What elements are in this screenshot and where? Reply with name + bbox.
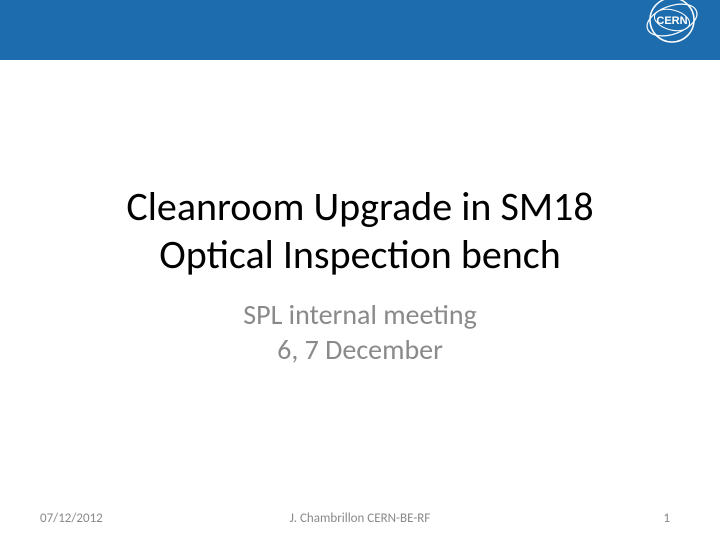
- logo-text: CERN: [656, 15, 687, 27]
- footer-author: J. Chambrillon CERN-BE-RF: [290, 511, 431, 526]
- footer-page-number: 1: [663, 511, 670, 526]
- slide-title: Cleanroom Upgrade in SM18 Optical Inspec…: [126, 183, 593, 279]
- slide-content: Cleanroom Upgrade in SM18 Optical Inspec…: [0, 50, 720, 500]
- cern-logo-icon: CERN: [644, 0, 700, 48]
- subtitle-line-1: SPL internal meeting: [243, 297, 477, 332]
- slide-subtitle: SPL internal meeting 6, 7 December: [243, 297, 477, 367]
- subtitle-line-2: 6, 7 December: [243, 332, 477, 367]
- title-line-1: Cleanroom Upgrade in SM18: [126, 183, 593, 231]
- footer-date: 07/12/2012: [40, 511, 103, 526]
- slide-footer: 07/12/2012 J. Chambrillon CERN-BE-RF 1: [0, 511, 720, 526]
- title-line-2: Optical Inspection bench: [126, 231, 593, 279]
